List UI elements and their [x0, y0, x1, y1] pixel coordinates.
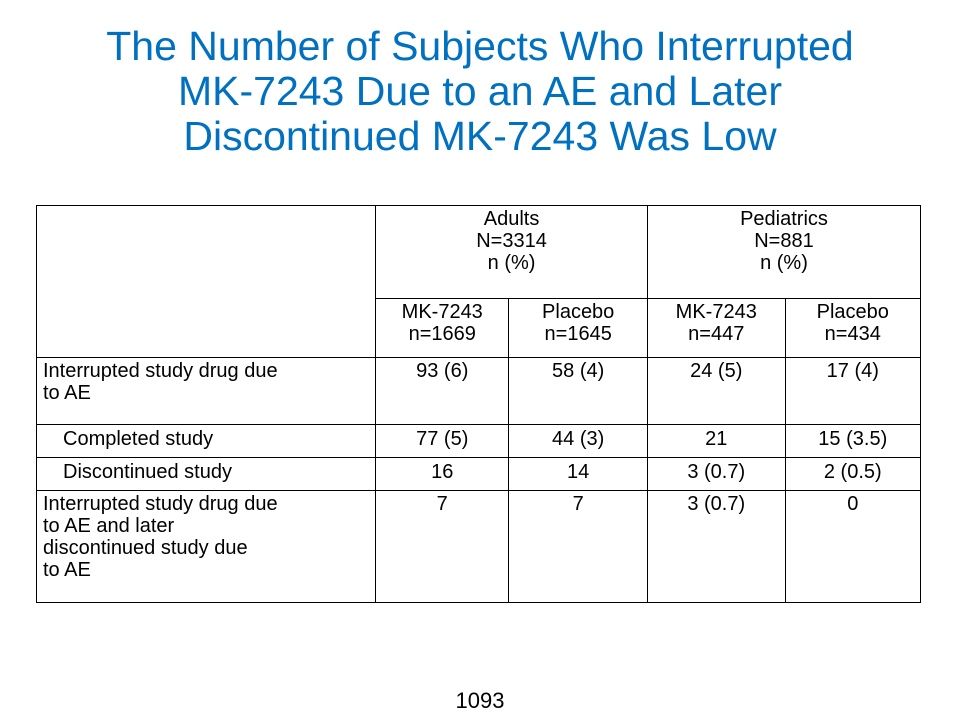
table-cell: 3 (0.7) [646, 457, 786, 491]
table-cell: 3 (0.7) [646, 490, 786, 603]
slide-title: The Number of Subjects Who Interrupted M… [0, 24, 960, 159]
slide-title-line-2: MK-7243 Due to an AE and Later [177, 68, 782, 114]
table-row-interrupted: Interrupted study drug due to AE 93 (6) … [35, 357, 922, 425]
column-header-line: n=1645 [544, 323, 612, 345]
group-header-adults: Adults N=3314 n (%) [375, 205, 648, 299]
table-cell: 44 (3) [508, 424, 648, 458]
column-header-line: MK-7243 [675, 301, 757, 323]
table-cell: 24 (5) [646, 357, 786, 425]
table-corner-cell [35, 205, 377, 358]
column-header-pediatrics-placebo: Placebo n=434 [784, 298, 922, 358]
table-cell: 21 [646, 424, 786, 458]
table-cell: 58 (4) [508, 357, 648, 425]
table-cell: 7 [375, 490, 510, 603]
table-cell: 77 (5) [375, 424, 510, 458]
group-header-line: n (%) [487, 252, 536, 274]
group-header-line: N=881 [754, 230, 814, 252]
row-label-line: to AE [43, 559, 91, 581]
table-row-completed: Completed study 77 (5) 44 (3) 21 15 (3.5… [35, 424, 922, 458]
page-number: 1093 [455, 688, 505, 713]
table-cell: 93 (6) [375, 357, 510, 425]
group-header-line: n (%) [760, 252, 808, 274]
row-label-line: Interrupted study drug due [43, 360, 278, 382]
column-header-pediatrics-mk7243: MK-7243 n=447 [646, 298, 786, 358]
table-cell: 7 [508, 490, 648, 603]
table-cell: 14 [508, 457, 648, 491]
group-header-line: Pediatrics [740, 208, 828, 230]
column-header-line: n=1669 [408, 323, 476, 345]
column-header-line: n=434 [824, 323, 881, 345]
results-table: Adults N=3314 n (%) Pediatrics N=881 n (… [35, 205, 922, 603]
table-cell: 17 (4) [784, 357, 922, 425]
group-header-line: N=3314 [476, 230, 547, 252]
row-label: Discontinued study [35, 457, 377, 491]
row-label-line: Discontinued study [63, 461, 232, 483]
table-cell: 16 [375, 457, 510, 491]
table-cell: 2 (0.5) [784, 457, 922, 491]
column-header-line: Placebo [542, 301, 615, 323]
table-row-discontinued: Discontinued study 16 14 3 (0.7) 2 (0.5) [35, 457, 922, 491]
column-header-adults-mk7243: MK-7243 n=1669 [375, 298, 510, 358]
row-label-line: Completed study [63, 428, 214, 450]
table-cell: 0 [784, 490, 922, 603]
column-header-line: Placebo [816, 301, 889, 323]
table-column-header-row: MK-7243 n=1669 Placebo n=1645 MK-7243 n=… [37, 298, 922, 358]
row-label-line: to AE and later [43, 515, 175, 537]
table-row-interrupted-and-discontinued: Interrupted study drug due to AE and lat… [35, 490, 922, 603]
row-label: Completed study [35, 424, 377, 458]
group-header-pediatrics: Pediatrics N=881 n (%) [646, 205, 922, 299]
slide-title-line-3: Discontinued MK-7243 Was Low [183, 113, 777, 159]
table-cell: 15 (3.5) [784, 424, 922, 458]
column-header-adults-placebo: Placebo n=1645 [508, 298, 648, 358]
row-label-line: Interrupted study drug due [43, 493, 278, 515]
slide-title-line-1: The Number of Subjects Who Interrupted [106, 23, 854, 69]
column-header-line: n=447 [688, 323, 745, 345]
table-group-header-row: Adults N=3314 n (%) Pediatrics N=881 n (… [35, 205, 922, 358]
row-label: Interrupted study drug due to AE and lat… [35, 490, 377, 603]
row-label: Interrupted study drug due to AE [35, 357, 377, 425]
row-label-line: to AE [43, 382, 91, 404]
column-header-line: MK-7243 [401, 301, 483, 323]
group-header-line: Adults [483, 208, 540, 230]
row-label-line: discontinued study due [43, 537, 248, 559]
